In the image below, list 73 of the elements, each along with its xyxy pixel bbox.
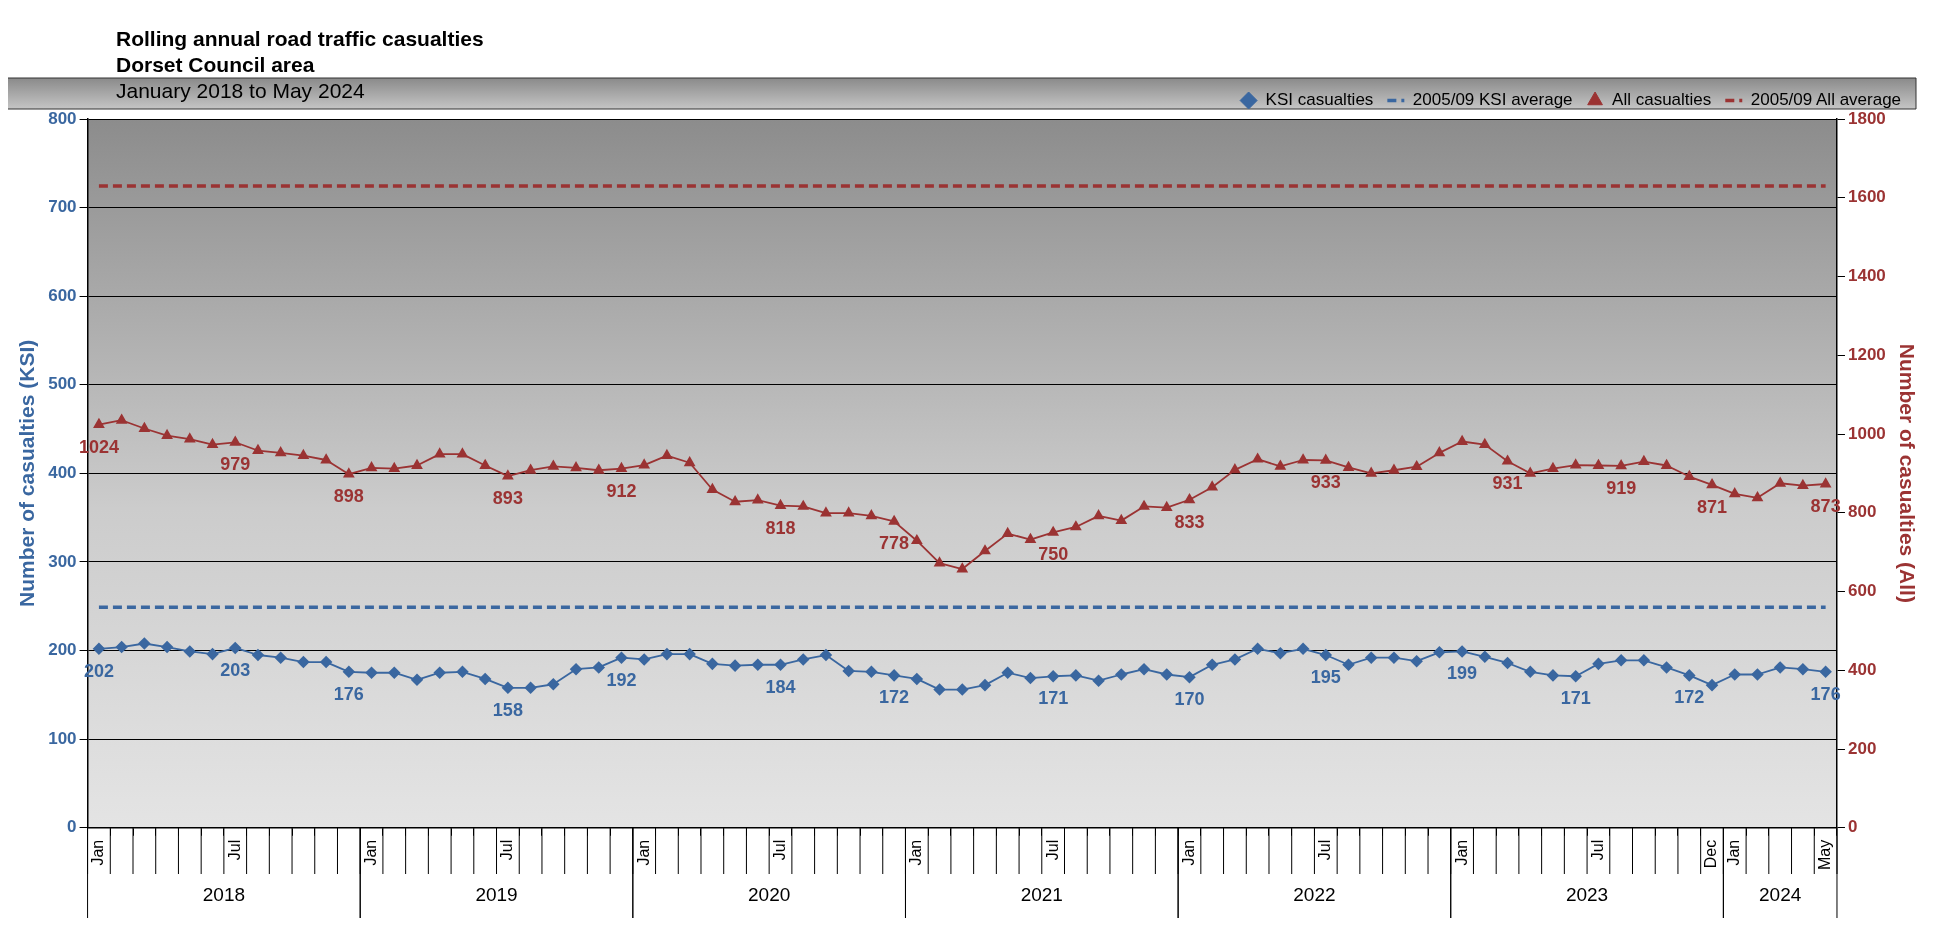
- chart-subtitle: January 2018 to May 2024: [116, 78, 366, 104]
- legend-label: 2005/09 All average: [1750, 90, 1902, 110]
- data-label: 871: [1697, 496, 1728, 517]
- y-tick-label: 200: [48, 640, 77, 660]
- y-tick-label: 500: [48, 374, 77, 394]
- data-label: 750: [1038, 544, 1069, 565]
- legend-label: 2005/09 KSI average: [1412, 90, 1573, 110]
- data-label: 176: [333, 683, 364, 704]
- x-tick-label: Jan: [634, 839, 652, 866]
- y-tick-label: 700: [48, 197, 77, 217]
- data-label: 912: [606, 480, 637, 501]
- legend-label: KSI casualties: [1265, 90, 1374, 110]
- y-tick-label: 300: [48, 551, 77, 571]
- text: 2023: [1565, 884, 1609, 906]
- x-tick-label: Jul: [1316, 839, 1334, 861]
- x-tick-label: Jan: [89, 839, 107, 866]
- text: 2019: [475, 884, 518, 906]
- y-tick-label: 800: [48, 108, 77, 128]
- x-tick-label: Jul: [1588, 839, 1606, 861]
- x-tick-label: Jul: [770, 839, 788, 861]
- data-label: 778: [879, 533, 910, 554]
- x-tick-label: Jan: [361, 839, 379, 866]
- data-label: 931: [1492, 473, 1523, 494]
- x-tick-label: Jan: [1725, 839, 1743, 866]
- data-label: 172: [1674, 687, 1705, 708]
- y-tick-label: 100: [48, 728, 77, 748]
- x-tick-label: Jul: [1043, 839, 1061, 861]
- data-label: 170: [1174, 689, 1205, 710]
- y2-tick-label: 1600: [1847, 187, 1886, 207]
- data-label: 171: [1038, 688, 1069, 709]
- y-tick-label: 0: [67, 817, 77, 837]
- data-label: 893: [492, 488, 523, 509]
- data-label: 818: [765, 517, 796, 538]
- y2-tick-label: 600: [1847, 581, 1877, 601]
- data-label: 933: [1310, 472, 1341, 493]
- data-label: 203: [220, 659, 251, 680]
- x-tick-label: Dec: [1702, 839, 1720, 869]
- x-tick-label: Jan: [1452, 839, 1470, 866]
- y-axis-title: Number of casualties (KSI): [15, 339, 39, 607]
- y2-tick-label: 1200: [1847, 344, 1886, 364]
- data-label: 979: [220, 454, 251, 475]
- x-tick-label: Jan: [1179, 839, 1197, 866]
- y-tick-label: 600: [48, 285, 77, 305]
- x-tick-label: Jan: [907, 839, 925, 866]
- text: 2022: [1293, 884, 1336, 906]
- y2-tick-label: 0: [1847, 817, 1858, 837]
- x-tick-label: May: [1816, 839, 1834, 871]
- y2-tick-label: 1800: [1847, 108, 1886, 128]
- data-label: 192: [606, 669, 637, 690]
- data-label: 172: [879, 687, 910, 708]
- x-tick-label: Jul: [498, 839, 516, 861]
- y-tick-label: 400: [48, 463, 77, 483]
- data-label: 195: [1310, 666, 1341, 687]
- chart-title: Rolling annual road traffic casualties Dorset Council area: [116, 26, 484, 78]
- legend-label: All casualties: [1612, 90, 1712, 110]
- data-label: 898: [333, 486, 364, 507]
- data-label: 184: [765, 676, 796, 697]
- y2-tick-label: 200: [1847, 738, 1877, 758]
- text: 2020: [748, 884, 791, 906]
- y2-tick-label: 400: [1847, 659, 1877, 679]
- data-label: 171: [1560, 688, 1591, 709]
- text: 2021: [1020, 884, 1063, 906]
- y2-tick-label: 1400: [1847, 266, 1886, 286]
- data-label: 833: [1174, 511, 1205, 532]
- data-label: 199: [1447, 663, 1478, 684]
- data-label: 919: [1606, 477, 1637, 498]
- text: 2024: [1759, 884, 1802, 906]
- text: 2018: [202, 884, 246, 906]
- x-tick-label: Jul: [225, 839, 243, 861]
- y2-tick-label: 1000: [1847, 423, 1886, 443]
- data-label: 158: [492, 699, 523, 720]
- y2-tick-label: 800: [1847, 502, 1877, 522]
- y2-axis-title: Number of casualties (All): [1895, 343, 1919, 603]
